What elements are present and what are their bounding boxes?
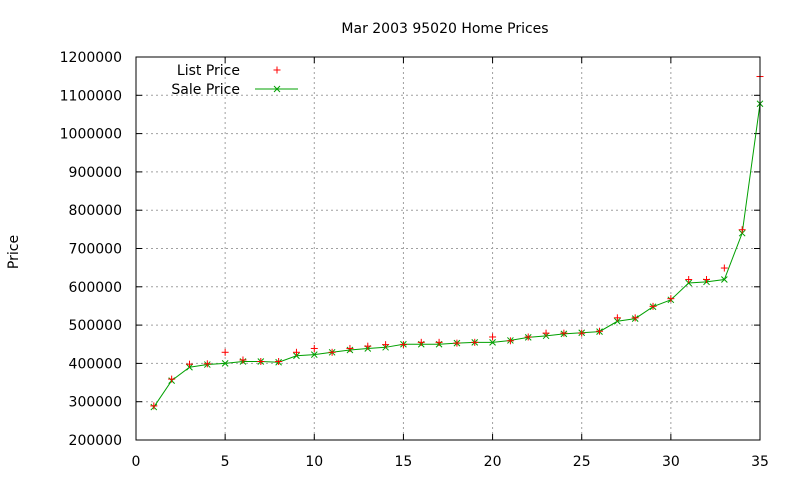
list-price-point — [542, 329, 550, 337]
list-price-point — [489, 333, 497, 341]
sale-price-point — [720, 276, 728, 283]
list-price-point — [310, 344, 318, 352]
x-tick-label: 0 — [132, 454, 141, 470]
y-tick-label: 1000000 — [60, 127, 122, 143]
list-price-point — [738, 226, 746, 234]
sale-price-point — [310, 351, 318, 358]
y-tick-label: 1200000 — [60, 50, 122, 66]
y-axis-label: Price — [6, 235, 22, 269]
y-tick-label: 400000 — [69, 356, 122, 372]
sale-price-point — [489, 338, 496, 346]
list-price-point — [685, 276, 693, 284]
list-price-point — [703, 276, 711, 284]
list-price-point — [185, 360, 193, 368]
x-tick-label: 10 — [305, 454, 323, 470]
list-price-point — [382, 341, 390, 349]
legend-marker-list-price — [273, 66, 281, 74]
list-price-point — [560, 329, 568, 337]
x-tick-label: 20 — [484, 454, 502, 470]
list-price-point — [221, 348, 229, 356]
plot-frame — [135, 56, 761, 441]
x-tick-label: 30 — [662, 454, 680, 470]
list-price-point — [667, 295, 675, 303]
x-tick-label: 5 — [221, 454, 230, 470]
list-price-point — [596, 327, 604, 335]
chart-title: Mar 2003 95020 Home Prices — [341, 21, 548, 37]
legend-marker-sale-price — [273, 85, 281, 93]
list-price-point — [239, 356, 247, 364]
grid — [136, 57, 760, 440]
y-tick-label: 1100000 — [60, 88, 122, 104]
sale-price-line — [153, 103, 761, 408]
y-tick-label: 500000 — [69, 318, 122, 334]
list-price-point — [292, 348, 300, 356]
list-price-point — [720, 264, 728, 272]
legend-label-list-price: List Price — [177, 63, 240, 79]
list-price-point — [649, 302, 657, 310]
y-tick-label: 200000 — [69, 433, 122, 449]
x-tick-label: 35 — [751, 454, 769, 470]
list-price-point — [150, 402, 158, 410]
list-price-point — [453, 339, 461, 347]
list-price-point — [257, 357, 265, 365]
list-price-point — [471, 338, 479, 346]
y-tick-label: 700000 — [69, 242, 122, 258]
x-tick-label: 25 — [573, 454, 591, 470]
list-price-point — [613, 314, 621, 322]
list-price-point — [435, 338, 443, 346]
list-price-point — [417, 338, 425, 346]
list-price-point — [203, 360, 211, 368]
list-price-point — [328, 348, 336, 356]
series-layer — [150, 73, 764, 411]
list-price-point — [346, 344, 354, 352]
y-tick-label: 600000 — [69, 280, 122, 296]
list-price-point — [506, 337, 514, 345]
y-tick-label: 300000 — [69, 395, 122, 411]
x-tick-label: 15 — [395, 454, 413, 470]
list-price-point — [524, 333, 532, 341]
y-tick-label: 800000 — [69, 203, 122, 219]
legend-label-sale-price: Sale Price — [171, 82, 240, 98]
list-price-point — [578, 329, 586, 337]
legend: List Price Sale Price — [171, 63, 298, 98]
list-price-point — [275, 357, 283, 365]
sale-price-point — [221, 360, 229, 367]
y-tick-label: 900000 — [69, 165, 122, 181]
list-price-point — [168, 375, 176, 383]
list-price-point — [364, 342, 372, 350]
axis-ticks: 200000 300000 400000 500000 600000 700000 8000… — [60, 50, 769, 470]
list-price-point — [631, 314, 639, 322]
list-price-point — [399, 341, 407, 349]
